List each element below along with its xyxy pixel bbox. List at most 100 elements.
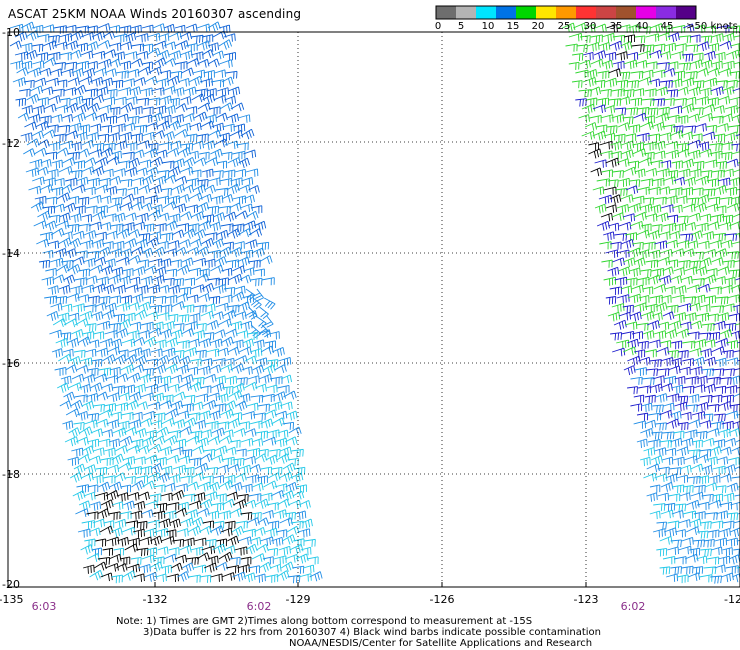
wind-barb (671, 484, 685, 494)
wind-barb (702, 437, 715, 447)
wind-barb (259, 492, 273, 501)
wind-barb (197, 481, 212, 492)
wind-barb (239, 320, 253, 331)
wind-barb (678, 350, 689, 359)
wind-barb (185, 246, 200, 256)
wind-barb (183, 157, 196, 168)
colorbar-label: 20 (531, 21, 545, 32)
wind-barb (612, 257, 625, 267)
wind-barb (34, 195, 47, 205)
wind-barb (155, 266, 167, 277)
wind-barb (72, 303, 85, 313)
wind-barb (43, 177, 56, 187)
wind-barb (139, 348, 151, 358)
wind-barb (678, 366, 691, 376)
lat-label: -14 (2, 247, 20, 260)
wind-barb (113, 168, 126, 177)
wind-barb (650, 121, 665, 132)
wind-barb (243, 499, 257, 509)
wind-barb (121, 412, 134, 421)
wind-barb (619, 96, 631, 105)
wind-barb (98, 58, 112, 69)
wind-barb (104, 330, 118, 339)
wind-barb (714, 564, 726, 573)
wind-barb (280, 374, 293, 384)
wind-barb (80, 284, 95, 294)
wind-barb (126, 372, 141, 383)
wind-barb (637, 50, 652, 60)
wind-barb (714, 51, 726, 62)
wind-barb (135, 355, 147, 366)
wind-barb (144, 571, 158, 582)
wind-barb (48, 141, 61, 151)
wind-barb (623, 257, 636, 268)
wind-barb (243, 267, 255, 276)
wind-barb (177, 193, 190, 203)
wind-barb (9, 23, 24, 33)
wind-barb (117, 462, 132, 471)
wind-barb (106, 156, 120, 166)
wind-barb (687, 139, 701, 149)
wind-barb (675, 43, 687, 52)
wind-barb (95, 157, 109, 168)
wind-barb (9, 40, 22, 50)
wind-barb (167, 383, 180, 393)
wind-barb (89, 569, 104, 581)
wind-barb (684, 312, 697, 322)
wind-barb (52, 274, 65, 284)
wind-barb (596, 220, 610, 231)
wind-barb (216, 464, 229, 474)
wind-barb (282, 462, 296, 474)
wind-barb (211, 122, 225, 133)
wind-barb (109, 106, 121, 116)
wind-barb (728, 220, 740, 230)
wind-barb (121, 222, 135, 232)
wind-barb (122, 78, 135, 87)
wind-barb (666, 89, 679, 98)
wind-barb (222, 309, 237, 321)
wind-barb (188, 192, 203, 202)
wind-barb (614, 276, 628, 286)
wind-barb (222, 123, 235, 132)
wind-barb (25, 167, 40, 177)
wind-barb (278, 471, 293, 482)
wind-barb (180, 96, 192, 105)
wind-barb (676, 446, 689, 457)
wind-barb (143, 223, 155, 233)
wind-barb (218, 24, 231, 34)
wind-barb (703, 77, 718, 88)
wind-barb (205, 538, 217, 548)
wind-barb (582, 77, 597, 87)
wind-barb (604, 51, 617, 62)
wind-barb (240, 249, 254, 259)
wind-barb (66, 337, 80, 348)
wind-barb (611, 212, 625, 221)
wind-barb (89, 264, 104, 274)
wind-barb (711, 346, 725, 356)
wind-barb (125, 475, 136, 485)
wind-barb (175, 364, 190, 375)
wind-barb (625, 277, 638, 287)
wind-barb (236, 330, 249, 339)
wind-barb (102, 168, 114, 178)
wind-barb (649, 204, 662, 214)
wind-barb (611, 113, 625, 124)
wind-barb (156, 120, 171, 131)
wind-barb (168, 50, 182, 61)
wind-barb (229, 439, 241, 448)
wind-barb (682, 158, 694, 169)
wind-barb (153, 364, 167, 375)
wind-barb (64, 130, 79, 140)
wind-barb (633, 211, 647, 221)
wind-barb (96, 86, 109, 97)
wind-barb (151, 321, 164, 331)
wind-barb (240, 512, 253, 521)
wind-barb (295, 510, 307, 520)
wind-barb (713, 133, 726, 143)
wind-barb (677, 574, 689, 584)
wind-barb (65, 177, 78, 187)
wind-barb (224, 95, 237, 105)
wind-barb (660, 204, 674, 213)
wind-barb (182, 493, 196, 502)
wind-barb (139, 536, 153, 546)
